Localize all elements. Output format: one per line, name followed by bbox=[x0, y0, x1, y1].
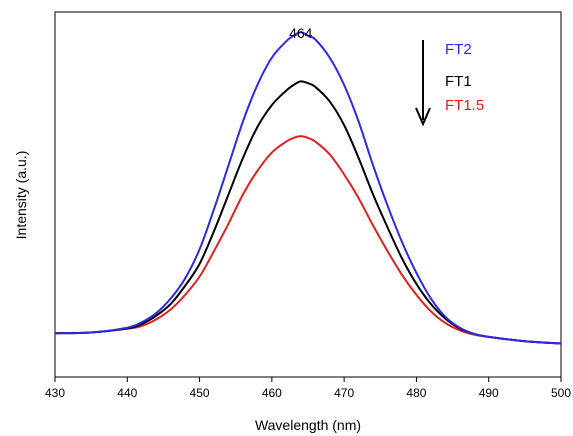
trend-arrow bbox=[415, 40, 431, 127]
x-tick-label-500: 500 bbox=[551, 386, 571, 400]
x-tick-label-430: 430 bbox=[45, 386, 65, 400]
x-tick-label-450: 450 bbox=[190, 386, 210, 400]
series-line-ft1-5 bbox=[54, 135, 562, 345]
x-tick-label-460: 460 bbox=[262, 386, 282, 400]
series-line-ft2 bbox=[54, 31, 562, 345]
plot-frame bbox=[54, 11, 562, 378]
legend-label-ft1-5: FT1.5 bbox=[445, 97, 484, 114]
x-tick-label-490: 490 bbox=[479, 386, 499, 400]
trend-arrow-head bbox=[415, 107, 431, 127]
x-axis-title: Wavelength (nm) bbox=[255, 417, 361, 433]
legend-label-ft1: FT1 bbox=[445, 73, 472, 90]
y-axis-title: Intensity (a.u.) bbox=[13, 151, 29, 240]
legend-label-ft2: FT2 bbox=[445, 41, 472, 58]
x-tick-label-470: 470 bbox=[334, 386, 354, 400]
x-tick-label-480: 480 bbox=[406, 386, 426, 400]
x-axis-ticks: 430 440 450 460 470 480 490 500 bbox=[45, 377, 571, 400]
series-line-ft1 bbox=[54, 80, 562, 345]
peak-annotation: 464 bbox=[289, 25, 313, 41]
legend: FT2 FT1 FT1.5 bbox=[445, 41, 484, 114]
x-tick-label-440: 440 bbox=[117, 386, 137, 400]
series-lines bbox=[54, 31, 562, 345]
